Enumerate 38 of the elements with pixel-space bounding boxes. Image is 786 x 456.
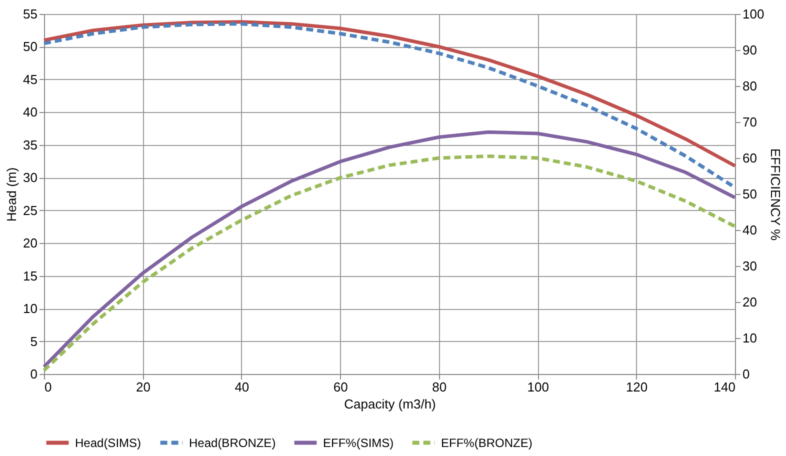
y-tick-label: 15 [23, 268, 38, 284]
x-tick-label: 40 [234, 380, 250, 394]
y-axis-title: Head (m) [4, 167, 20, 222]
legend-label: Head(SIMS) [75, 436, 142, 450]
x-tick-label: 80 [432, 380, 447, 394]
y-tick-label: 10 [23, 301, 38, 316]
y2-tick-label: 60 [742, 150, 757, 166]
y-tick-label: 20 [23, 236, 38, 251]
y2-tick-label: 0 [742, 366, 750, 382]
x-tick-label: 140 [714, 380, 736, 394]
y-tick-label: 30 [23, 170, 38, 186]
x-tick-label: 120 [626, 380, 648, 394]
x-tick-label: 0 [44, 380, 52, 394]
y-tick-label: 0 [30, 366, 38, 382]
legend-label: EFF%(SIMS) [323, 436, 394, 450]
y-tick-label: 5 [30, 334, 38, 349]
y-tick-label: 35 [23, 137, 38, 152]
legend-label: EFF%(BRONZE) [441, 436, 532, 450]
y2-tick-label: 70 [742, 114, 757, 130]
x-tick-label: 20 [136, 380, 150, 394]
y-tick-label: 45 [23, 72, 38, 87]
y2-tick-label: 50 [742, 186, 757, 202]
x-tick-label: 60 [333, 380, 348, 394]
y2-tick-label: 80 [742, 78, 757, 94]
y-tick-label: 50 [23, 39, 38, 54]
y-tick-label: 40 [23, 104, 38, 120]
y2-tick-label: 30 [742, 258, 757, 274]
y2-tick-label: 100 [742, 6, 764, 22]
y-tick-label: 25 [23, 202, 38, 218]
y2-axis-title: EFFICIENCY % [768, 148, 784, 242]
y2-tick-label: 40 [742, 222, 757, 238]
x-tick-label: 100 [527, 380, 549, 394]
y-tick-label: 55 [23, 6, 38, 22]
y2-tick-label: 20 [742, 294, 757, 310]
y2-tick-label: 90 [742, 42, 757, 58]
y2-tick-label: 10 [742, 330, 757, 346]
x-axis-title: Capacity (m3/h) [344, 396, 436, 412]
legend-label: Head(BRONZE) [189, 436, 276, 450]
